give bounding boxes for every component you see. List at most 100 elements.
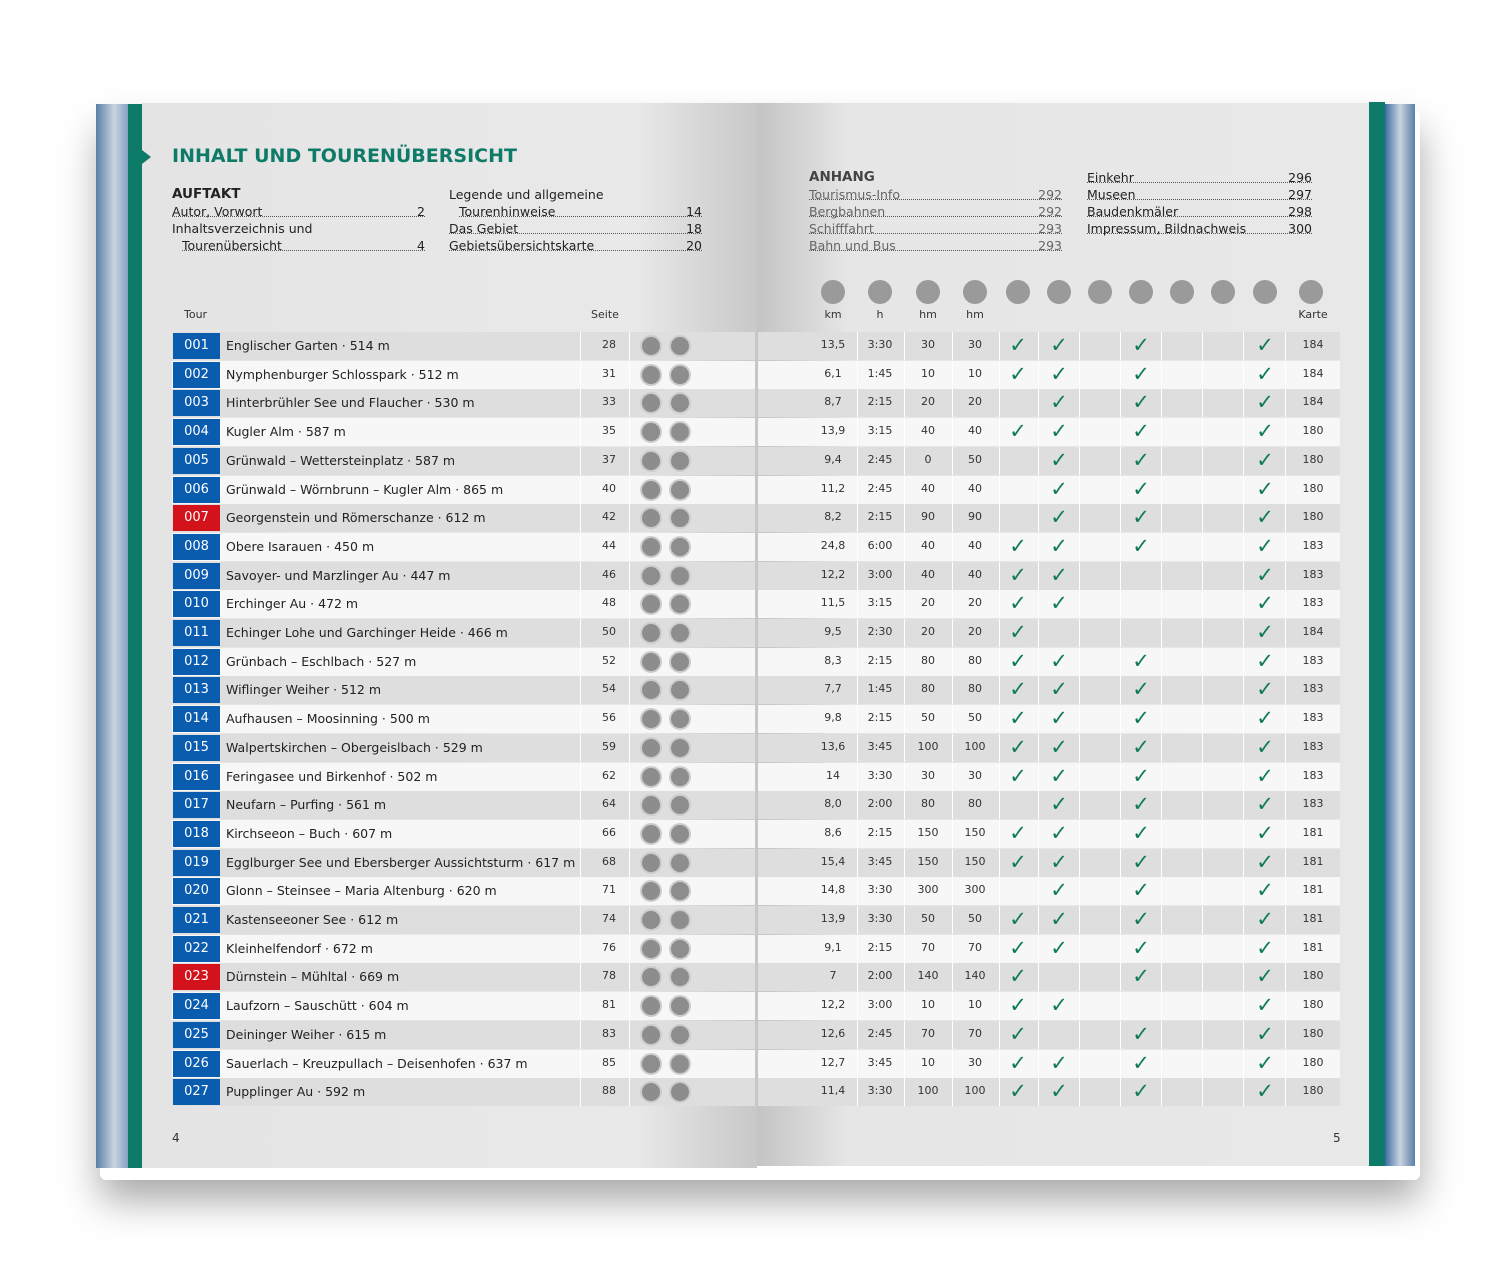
icon-round bbox=[640, 1081, 662, 1104]
cell-divider bbox=[1285, 647, 1286, 676]
toc-page: 4 bbox=[417, 238, 425, 253]
tour-map: 180 bbox=[1302, 481, 1324, 495]
cell-divider bbox=[952, 733, 953, 762]
tour-hm-up: 50 bbox=[921, 711, 935, 725]
check-mark: ✓ bbox=[1132, 734, 1150, 759]
right-green-strip bbox=[1369, 102, 1385, 1166]
tour-page: 78 bbox=[602, 969, 616, 983]
tour-km: 13,9 bbox=[820, 912, 846, 925]
check-mark: ✓ bbox=[1256, 1050, 1274, 1075]
cell-divider bbox=[629, 705, 630, 734]
cell-divider bbox=[904, 647, 905, 676]
cell-divider bbox=[999, 647, 1000, 676]
tour-hm-up: 50 bbox=[921, 912, 935, 925]
cell-divider bbox=[1038, 705, 1039, 734]
tour-map: 181 bbox=[1302, 883, 1324, 897]
icon-round bbox=[640, 937, 662, 960]
icon-kids bbox=[669, 535, 691, 558]
cell-divider bbox=[952, 791, 953, 820]
tour-map: 180 bbox=[1302, 998, 1324, 1012]
check-mark: ✓ bbox=[1050, 419, 1068, 444]
cell-divider bbox=[1038, 934, 1039, 963]
icon-kids bbox=[669, 765, 691, 788]
cell-divider bbox=[952, 532, 953, 561]
toc-leader bbox=[1087, 169, 1312, 183]
cell-divider bbox=[857, 1049, 858, 1078]
check-mark: ✓ bbox=[1132, 763, 1150, 788]
tour-h: 1:45 bbox=[867, 682, 893, 696]
cell-divider bbox=[857, 360, 858, 389]
cell-divider bbox=[1202, 1049, 1203, 1078]
cell-divider bbox=[580, 590, 581, 619]
tour-number: 013 bbox=[173, 677, 220, 704]
header-icon bbox=[868, 280, 892, 304]
cell-divider bbox=[999, 1049, 1000, 1078]
check-mark: ✓ bbox=[1050, 878, 1068, 903]
check-mark: ✓ bbox=[1050, 390, 1068, 415]
cell-divider bbox=[1120, 532, 1121, 561]
cell-divider bbox=[1202, 791, 1203, 820]
tour-page: 88 bbox=[602, 1084, 616, 1098]
tour-number: 020 bbox=[173, 878, 220, 905]
check-mark: ✓ bbox=[1256, 878, 1274, 903]
cell-divider bbox=[1120, 992, 1121, 1021]
tour-hm-down: 10 bbox=[968, 366, 982, 380]
cell-divider bbox=[904, 389, 905, 418]
check-mark: ✓ bbox=[1009, 907, 1027, 931]
cell-divider bbox=[1120, 418, 1121, 447]
tour-hm-up: 100 bbox=[917, 1084, 939, 1098]
cell-divider bbox=[1079, 906, 1080, 934]
cell-divider bbox=[857, 389, 858, 418]
cell-divider bbox=[1161, 475, 1162, 504]
check-mark: ✓ bbox=[1050, 849, 1068, 874]
tour-hm-down: 70 bbox=[968, 1026, 982, 1040]
cell-divider bbox=[952, 475, 953, 504]
tour-hm-down: 50 bbox=[968, 912, 982, 925]
cell-divider bbox=[629, 1020, 630, 1049]
check-mark: ✓ bbox=[1132, 333, 1150, 357]
tour-map: 184 bbox=[1302, 366, 1324, 380]
cell-divider bbox=[857, 963, 858, 992]
cell-divider bbox=[1161, 992, 1162, 1021]
tour-km: 9,4 bbox=[824, 452, 842, 466]
cell-divider bbox=[629, 418, 630, 447]
cell-divider bbox=[580, 848, 581, 877]
header-icon bbox=[1088, 280, 1112, 304]
tour-hm-up: 80 bbox=[921, 682, 935, 696]
cell-divider bbox=[580, 532, 581, 561]
cell-divider bbox=[999, 733, 1000, 762]
cell-divider bbox=[1161, 762, 1162, 791]
tour-name: Sauerlach – Kreuzpullach – Deisenhofen ·… bbox=[226, 1055, 528, 1071]
tour-number: 012 bbox=[173, 648, 220, 675]
toc-page: 20 bbox=[686, 238, 702, 253]
cell-divider bbox=[1285, 877, 1286, 906]
cell-divider bbox=[904, 906, 905, 934]
cell-divider bbox=[1120, 848, 1121, 877]
icon-round bbox=[640, 593, 662, 616]
tour-map: 180 bbox=[1302, 1026, 1324, 1040]
tour-h: 3:30 bbox=[867, 912, 893, 925]
icon-round bbox=[640, 622, 662, 644]
cell-divider bbox=[1079, 446, 1080, 475]
icon-kids bbox=[669, 650, 691, 673]
toc-page: 2 bbox=[417, 204, 425, 219]
cell-divider bbox=[857, 877, 858, 906]
tour-name: Obere Isarauen · 450 m bbox=[226, 538, 375, 554]
cell-divider bbox=[1161, 561, 1162, 590]
cell-divider bbox=[629, 992, 630, 1021]
icon-kids bbox=[669, 851, 691, 874]
cell-divider bbox=[1120, 360, 1121, 389]
tour-page: 83 bbox=[602, 1026, 616, 1040]
cell-divider bbox=[1285, 676, 1286, 705]
cell-divider bbox=[1285, 848, 1286, 877]
cell-divider bbox=[1285, 590, 1286, 619]
cell-divider bbox=[580, 877, 581, 906]
tour-h: 3:45 bbox=[867, 854, 893, 868]
tour-hm-up: 140 bbox=[917, 969, 939, 983]
cell-divider bbox=[1120, 619, 1121, 647]
check-mark: ✓ bbox=[1132, 677, 1150, 702]
cell-divider bbox=[1079, 934, 1080, 963]
tour-page: 35 bbox=[602, 424, 616, 438]
cell-divider bbox=[904, 676, 905, 705]
icon-round bbox=[640, 335, 662, 357]
